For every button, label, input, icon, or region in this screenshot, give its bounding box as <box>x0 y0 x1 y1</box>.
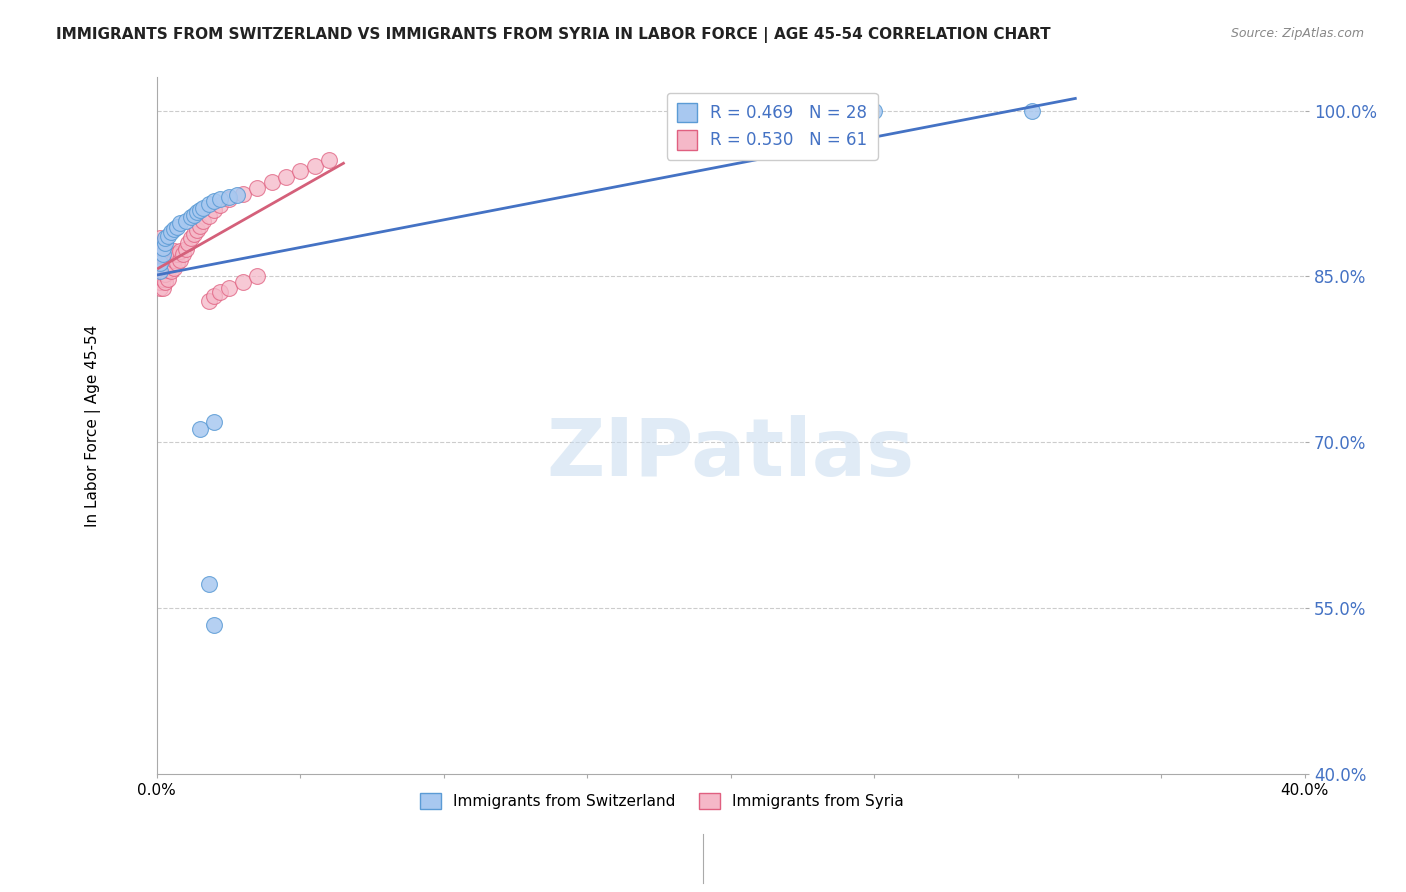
Point <box>186 223 208 237</box>
Point <box>218 280 240 294</box>
Point <box>157 247 180 261</box>
Point <box>197 196 219 211</box>
Point <box>149 242 172 256</box>
Text: IMMIGRANTS FROM SWITZERLAND VS IMMIGRANTS FROM SYRIA IN LABOR FORCE | AGE 45-54 : IMMIGRANTS FROM SWITZERLAND VS IMMIGRANT… <box>56 27 1050 43</box>
Point <box>152 236 174 251</box>
Point <box>155 251 177 265</box>
Point <box>149 231 172 245</box>
Point <box>160 225 183 239</box>
Point <box>188 422 211 436</box>
Point <box>149 236 172 251</box>
Point <box>155 231 177 245</box>
Point <box>246 181 269 195</box>
Point <box>149 256 172 270</box>
Point <box>155 267 177 281</box>
Point <box>208 192 231 206</box>
Point <box>226 187 249 202</box>
Point <box>157 255 180 269</box>
Point <box>166 247 188 261</box>
Point <box>274 169 297 184</box>
Point <box>160 247 183 261</box>
Point <box>180 231 202 245</box>
Point <box>149 275 172 289</box>
Point <box>155 243 177 257</box>
Point <box>157 228 180 243</box>
Point <box>208 285 231 299</box>
Point <box>318 153 340 168</box>
Point <box>188 203 211 218</box>
Point <box>290 164 312 178</box>
Point <box>208 197 231 211</box>
Point <box>1021 103 1043 118</box>
Point <box>160 264 183 278</box>
Point <box>163 244 186 258</box>
Point <box>157 271 180 285</box>
Point <box>863 103 886 118</box>
Point <box>183 208 205 222</box>
Point <box>197 577 219 591</box>
Point <box>166 219 188 234</box>
Point <box>169 216 191 230</box>
Text: Source: ZipAtlas.com: Source: ZipAtlas.com <box>1230 27 1364 40</box>
Point <box>152 250 174 264</box>
Point <box>188 219 211 233</box>
Point <box>186 205 208 219</box>
Point <box>149 280 172 294</box>
Legend: Immigrants from Switzerland, Immigrants from Syria: Immigrants from Switzerland, Immigrants … <box>413 787 910 815</box>
Point <box>260 176 283 190</box>
Point <box>180 210 202 224</box>
Point <box>149 269 172 284</box>
Point <box>218 192 240 206</box>
Point <box>174 214 197 228</box>
Point <box>191 201 214 215</box>
Point <box>174 242 197 256</box>
Point <box>183 227 205 242</box>
Point <box>202 289 225 303</box>
Point <box>160 256 183 270</box>
Point <box>218 190 240 204</box>
Point <box>149 252 172 267</box>
Text: ZIPatlas: ZIPatlas <box>547 415 915 492</box>
Point <box>152 256 174 270</box>
Point <box>177 236 200 251</box>
Y-axis label: In Labor Force | Age 45-54: In Labor Force | Age 45-54 <box>86 325 101 527</box>
Point <box>202 416 225 430</box>
Point <box>169 252 191 267</box>
Point <box>232 186 254 201</box>
Point <box>152 243 174 257</box>
Point <box>202 194 225 209</box>
Point <box>197 209 219 223</box>
Point <box>169 244 191 258</box>
Point <box>152 280 174 294</box>
Point <box>152 247 174 261</box>
Point <box>191 214 214 228</box>
Point <box>157 263 180 277</box>
Point <box>197 293 219 308</box>
Point <box>149 264 172 278</box>
Point <box>149 259 172 273</box>
Point <box>152 271 174 285</box>
Point <box>155 275 177 289</box>
Point <box>152 241 174 255</box>
Point <box>202 617 225 632</box>
Point <box>163 222 186 236</box>
Point <box>152 264 174 278</box>
Point <box>155 236 177 251</box>
Point <box>172 247 194 261</box>
Point <box>304 159 326 173</box>
Point <box>163 260 186 275</box>
Point <box>149 264 172 278</box>
Point <box>163 252 186 267</box>
Point <box>202 203 225 218</box>
Point <box>155 259 177 273</box>
Point <box>149 247 172 261</box>
Point <box>166 256 188 270</box>
Point <box>232 275 254 289</box>
Point <box>246 269 269 284</box>
